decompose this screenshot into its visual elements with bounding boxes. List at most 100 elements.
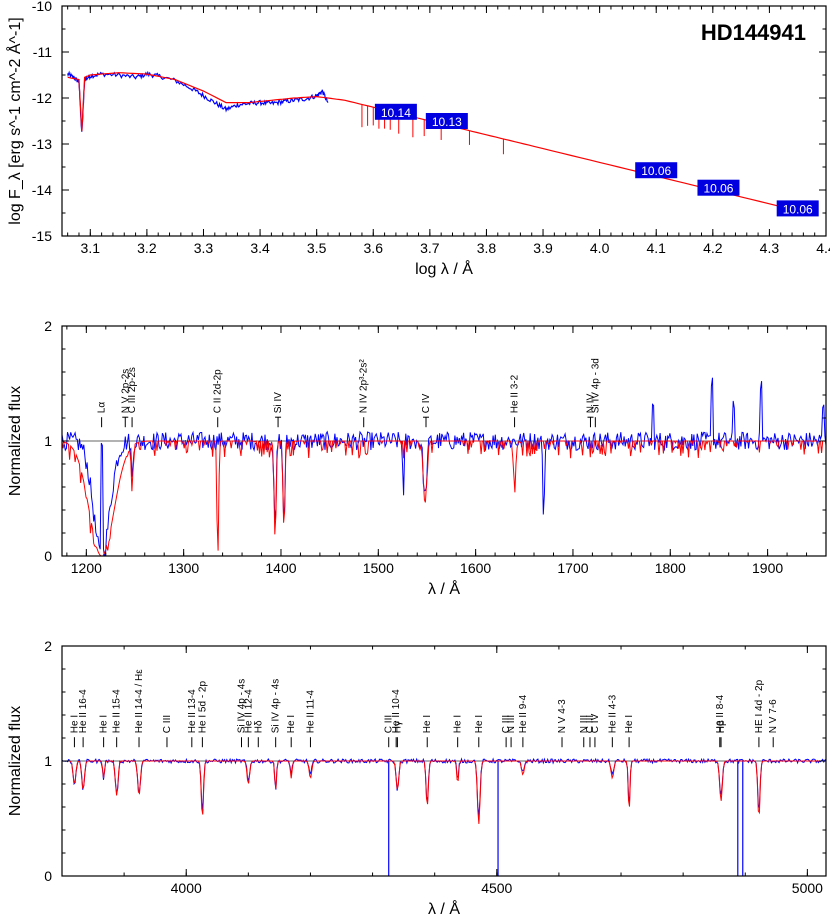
x-tick-label: 3.5 xyxy=(307,240,327,256)
line-id-label: C III xyxy=(384,715,395,733)
line-id-label: Si IV xyxy=(273,392,284,413)
x-tick-label: 4.2 xyxy=(703,240,723,256)
photometry-box xyxy=(697,179,740,196)
line-id-label: He II 11-4 xyxy=(305,690,316,734)
line-id-label: C II 2d-2p xyxy=(213,369,224,413)
observed-spectrum-line xyxy=(62,757,826,817)
x-tick-label: 1600 xyxy=(460,560,491,576)
line-id-label: He I xyxy=(474,715,485,733)
x-tick-label: 4.3 xyxy=(760,240,780,256)
line-id-label: He I 5d - 2p xyxy=(197,681,208,734)
model-spectrum-line xyxy=(67,72,815,216)
x-tick-label: 3.1 xyxy=(81,240,101,256)
x-axis-label: λ / Å xyxy=(428,579,460,598)
line-id-label: Hγ xyxy=(392,721,403,733)
chart-title: HD144941 xyxy=(701,20,806,45)
line-id-label: He I xyxy=(453,715,464,733)
photometry-label: 10.06 xyxy=(783,202,813,216)
x-tick-label: 3.6 xyxy=(364,240,384,256)
x-tick-label: 5000 xyxy=(792,880,823,896)
y-tick-label: -11 xyxy=(33,44,52,60)
line-id-label: HE I 4d - 2p xyxy=(754,679,765,733)
y-tick-label: 1 xyxy=(44,753,52,769)
x-tick-label: 1800 xyxy=(655,560,686,576)
plot-frame xyxy=(61,5,827,237)
x-tick-label: 3.4 xyxy=(250,240,270,256)
photometry-box xyxy=(425,113,468,129)
y-tick-label: 1 xyxy=(44,433,52,449)
y-axis-label: Normalized flux xyxy=(7,706,24,816)
observed-spectrum-line xyxy=(62,377,826,556)
line-id-label: Si IV 4p - 4s xyxy=(237,679,248,733)
line-id-label: He I xyxy=(422,715,433,733)
photometry-label: 10.06 xyxy=(641,164,671,178)
line-id-label: C III xyxy=(501,715,512,733)
line-id-label: Si IV 4p - 3d xyxy=(590,358,601,413)
plot-area-sed: 10.14 10.13 10.06 10.06 10.06 xyxy=(67,70,819,217)
line-id-label: He I xyxy=(286,715,297,733)
y-tick-label: 2 xyxy=(44,318,52,334)
line-id-label: He I xyxy=(624,715,635,733)
line-id-label: He II 12-4 xyxy=(243,689,254,733)
x-tick-label: 4.1 xyxy=(646,240,666,256)
line-id-label: C III xyxy=(585,715,596,733)
y-tick-label: 0 xyxy=(44,868,52,884)
line-id-label: N III xyxy=(506,715,517,733)
line-id-label: Lα xyxy=(97,402,108,414)
photometry-box xyxy=(635,162,678,179)
x-axis-label: λ / Å xyxy=(428,899,460,918)
x-tick-label: 1700 xyxy=(557,560,588,576)
line-id-label: He II 8-4 xyxy=(715,694,726,733)
model-spectrum-line xyxy=(62,439,826,556)
line-id-label: He II 14-4 / Hε xyxy=(134,669,145,733)
line-id-label: He II 16-4 xyxy=(78,689,89,733)
line-id-label: C IV xyxy=(590,713,601,733)
x-tick-label: 3.9 xyxy=(533,240,553,256)
line-id-label: C IV xyxy=(421,393,432,413)
plot-area-optical xyxy=(62,757,826,876)
line-id-label: He II 10-4 xyxy=(391,689,402,733)
plot-area-uv xyxy=(62,377,826,556)
line-id-label: N IV 2p³-2s² xyxy=(359,359,370,414)
line-id-label: He II 15-4 xyxy=(112,689,123,733)
line-id-label: He I xyxy=(99,715,110,733)
observed-spectrum-line xyxy=(67,70,329,132)
model-spectrum-line xyxy=(62,760,826,824)
y-tick-label: -12 xyxy=(32,90,52,106)
line-id-label: N IV xyxy=(585,393,596,413)
line-id-label: He II 3-2 xyxy=(510,374,521,413)
x-tick-label: 1900 xyxy=(752,560,783,576)
plot-frame xyxy=(61,645,827,877)
x-tick-label: 1500 xyxy=(363,560,394,576)
x-tick-label: 4000 xyxy=(171,880,202,896)
line-id-label: He II 13-4 xyxy=(187,689,198,733)
y-tick-label: 2 xyxy=(44,638,52,654)
line-id-label: N V 2p-2s xyxy=(120,369,131,413)
x-tick-label: 4500 xyxy=(481,880,512,896)
x-tick-label: 3.8 xyxy=(477,240,497,256)
photometry-label: 10.06 xyxy=(703,182,733,196)
x-tick-label: 1300 xyxy=(168,560,199,576)
y-axis-label: log F_λ [erg s^-1 cm^-2 Å^-1] xyxy=(5,17,24,224)
line-id-label: N V 7-6 xyxy=(768,699,779,733)
x-tick-label: 3.2 xyxy=(137,240,157,256)
x-tick-label: 3.3 xyxy=(194,240,214,256)
y-tick-label: -15 xyxy=(32,228,52,244)
x-tick-label: 4.4 xyxy=(816,240,830,256)
line-id-label: N III xyxy=(579,715,590,733)
y-axis-label: Normalized flux xyxy=(7,386,24,496)
line-id-label: C III 2p-2s xyxy=(127,367,138,413)
x-tick-label: 1200 xyxy=(71,560,102,576)
photometry-box xyxy=(776,200,819,217)
photometry-box xyxy=(374,103,417,120)
y-tick-label: 0 xyxy=(44,548,52,564)
y-tick-label: -10 xyxy=(32,0,52,14)
x-axis-label: log λ / Å xyxy=(415,259,473,278)
line-id-label: N V 4-3 xyxy=(557,699,568,733)
line-id-label: C III xyxy=(162,715,173,733)
panel-sed: 10.14 10.13 10.06 10.06 10.06 3.1 3.2 3.3 3.4 3.5… xyxy=(5,0,830,278)
panel-uv: 1200 1300 1400 1500 1600 1700 1800 1900 0 1 2 λ / Å… xyxy=(7,318,827,598)
